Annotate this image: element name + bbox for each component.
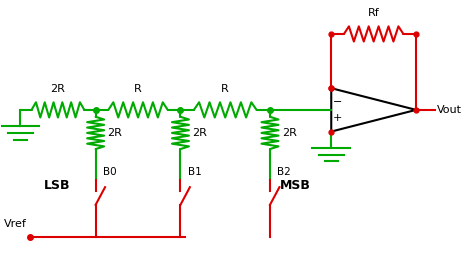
Text: 2R: 2R — [51, 84, 65, 94]
Text: Vref: Vref — [4, 219, 27, 229]
Text: LSB: LSB — [44, 179, 70, 192]
Text: MSB: MSB — [279, 179, 310, 192]
Text: B2: B2 — [277, 167, 291, 177]
Text: Vout: Vout — [438, 105, 462, 115]
Text: +: + — [333, 113, 342, 123]
Text: B0: B0 — [103, 167, 116, 177]
Text: R: R — [134, 84, 142, 94]
Text: Rf: Rf — [368, 8, 380, 18]
Text: B1: B1 — [188, 167, 201, 177]
Text: R: R — [221, 84, 229, 94]
Text: 2R: 2R — [108, 128, 122, 138]
Text: −: − — [333, 97, 342, 107]
Text: 2R: 2R — [282, 128, 297, 138]
Text: 2R: 2R — [192, 128, 207, 138]
